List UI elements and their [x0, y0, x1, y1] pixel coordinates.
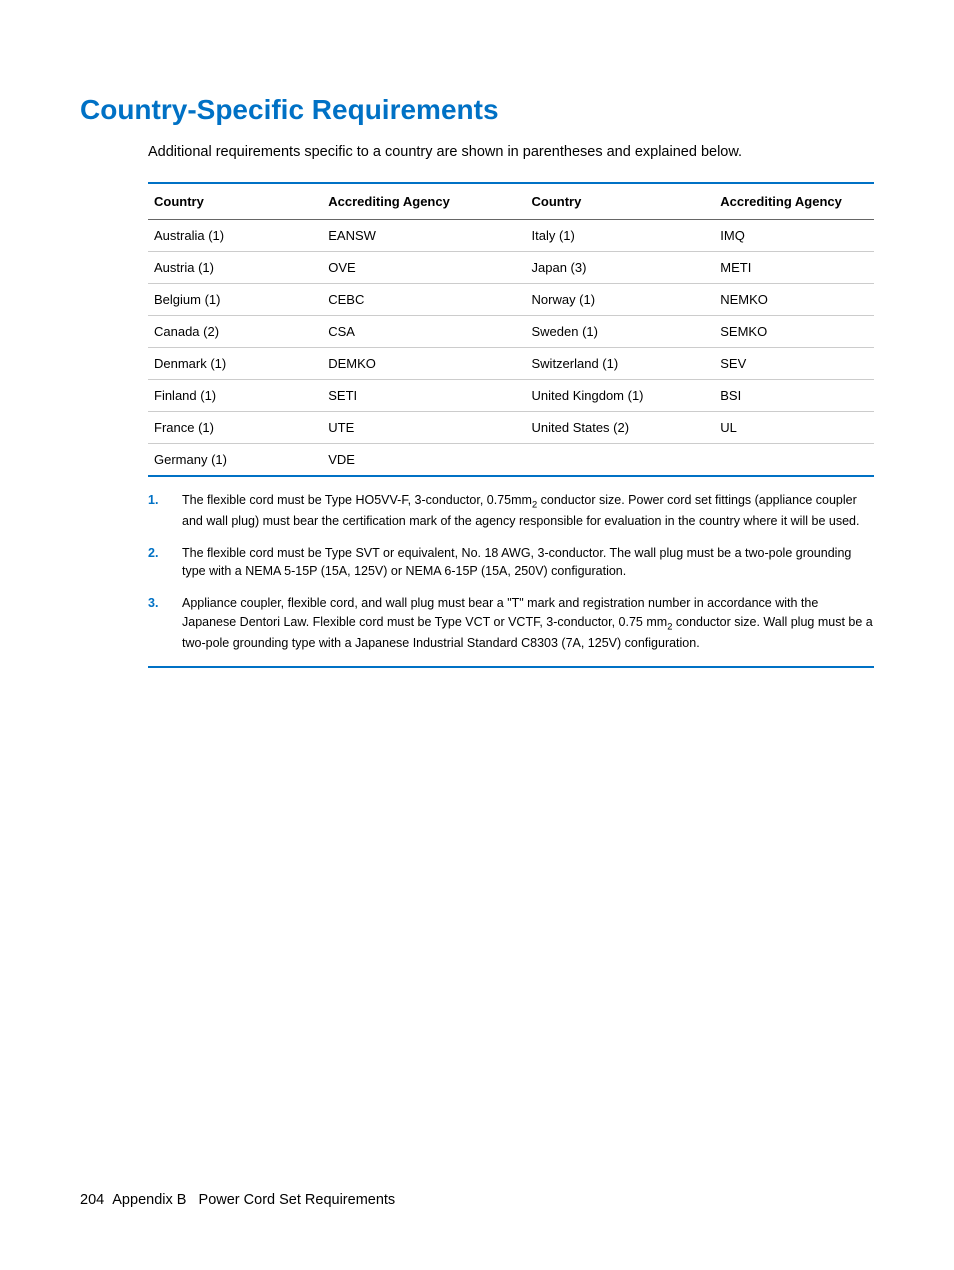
table-cell: France (1): [148, 412, 322, 444]
note-number: 1.: [148, 491, 182, 530]
table-cell: SEV: [714, 348, 874, 380]
header-agency-2: Accrediting Agency: [714, 184, 874, 220]
notes-section: 1.The flexible cord must be Type HO5VV-F…: [148, 491, 874, 668]
table-cell: SEMKO: [714, 316, 874, 348]
note-text: The flexible cord must be Type HO5VV-F, …: [182, 491, 874, 530]
table-cell: CSA: [322, 316, 525, 348]
table-cell: UTE: [322, 412, 525, 444]
table-row: Australia (1)EANSWItaly (1)IMQ: [148, 220, 874, 252]
table-cell: United Kingdom (1): [526, 380, 715, 412]
table-cell: UL: [714, 412, 874, 444]
table-header-row: Country Accrediting Agency Country Accre…: [148, 184, 874, 220]
table-row: Germany (1)VDE: [148, 444, 874, 476]
footer-section: Power Cord Set Requirements: [199, 1192, 396, 1208]
footer-appendix: Appendix B: [112, 1192, 186, 1208]
intro-text: Additional requirements specific to a co…: [148, 144, 874, 160]
table-cell: Norway (1): [526, 284, 715, 316]
table-cell: Sweden (1): [526, 316, 715, 348]
note-number: 2.: [148, 544, 182, 580]
header-country-2: Country: [526, 184, 715, 220]
table-cell: United States (2): [526, 412, 715, 444]
table-cell: Germany (1): [148, 444, 322, 476]
note-text: Appliance coupler, flexible cord, and wa…: [182, 594, 874, 651]
table-cell: METI: [714, 252, 874, 284]
table-cell: DEMKO: [322, 348, 525, 380]
table-row: Belgium (1)CEBCNorway (1)NEMKO: [148, 284, 874, 316]
table-row: Finland (1)SETIUnited Kingdom (1)BSI: [148, 380, 874, 412]
table-cell: SETI: [322, 380, 525, 412]
table-cell: Canada (2): [148, 316, 322, 348]
table-cell: CEBC: [322, 284, 525, 316]
requirements-table: Country Accrediting Agency Country Accre…: [148, 184, 874, 475]
page-footer: 204 Appendix B Power Cord Set Requiremen…: [80, 1192, 395, 1208]
requirements-table-wrap: Country Accrediting Agency Country Accre…: [148, 182, 874, 477]
table-cell: Switzerland (1): [526, 348, 715, 380]
table-cell: VDE: [322, 444, 525, 476]
table-row: Canada (2)CSASweden (1)SEMKO: [148, 316, 874, 348]
table-cell: OVE: [322, 252, 525, 284]
header-country-1: Country: [148, 184, 322, 220]
document-page: Country-Specific Requirements Additional…: [0, 0, 954, 1270]
table-cell: Italy (1): [526, 220, 715, 252]
header-agency-1: Accrediting Agency: [322, 184, 525, 220]
table-cell: Australia (1): [148, 220, 322, 252]
table-cell: IMQ: [714, 220, 874, 252]
page-title: Country-Specific Requirements: [80, 94, 874, 126]
table-cell: EANSW: [322, 220, 525, 252]
table-cell: Denmark (1): [148, 348, 322, 380]
table-cell: BSI: [714, 380, 874, 412]
table-cell: Belgium (1): [148, 284, 322, 316]
table-cell: Japan (3): [526, 252, 715, 284]
table-cell: [714, 444, 874, 476]
note-text: The flexible cord must be Type SVT or eq…: [182, 544, 874, 580]
note-item: 2.The flexible cord must be Type SVT or …: [148, 544, 874, 580]
table-row: Denmark (1)DEMKOSwitzerland (1)SEV: [148, 348, 874, 380]
note-number: 3.: [148, 594, 182, 651]
footer-page-number: 204: [80, 1192, 104, 1208]
table-cell: Finland (1): [148, 380, 322, 412]
table-row: France (1)UTEUnited States (2)UL: [148, 412, 874, 444]
table-cell: NEMKO: [714, 284, 874, 316]
table-cell: [526, 444, 715, 476]
note-item: 3.Appliance coupler, flexible cord, and …: [148, 594, 874, 651]
table-cell: Austria (1): [148, 252, 322, 284]
table-row: Austria (1)OVEJapan (3)METI: [148, 252, 874, 284]
note-item: 1.The flexible cord must be Type HO5VV-F…: [148, 491, 874, 530]
